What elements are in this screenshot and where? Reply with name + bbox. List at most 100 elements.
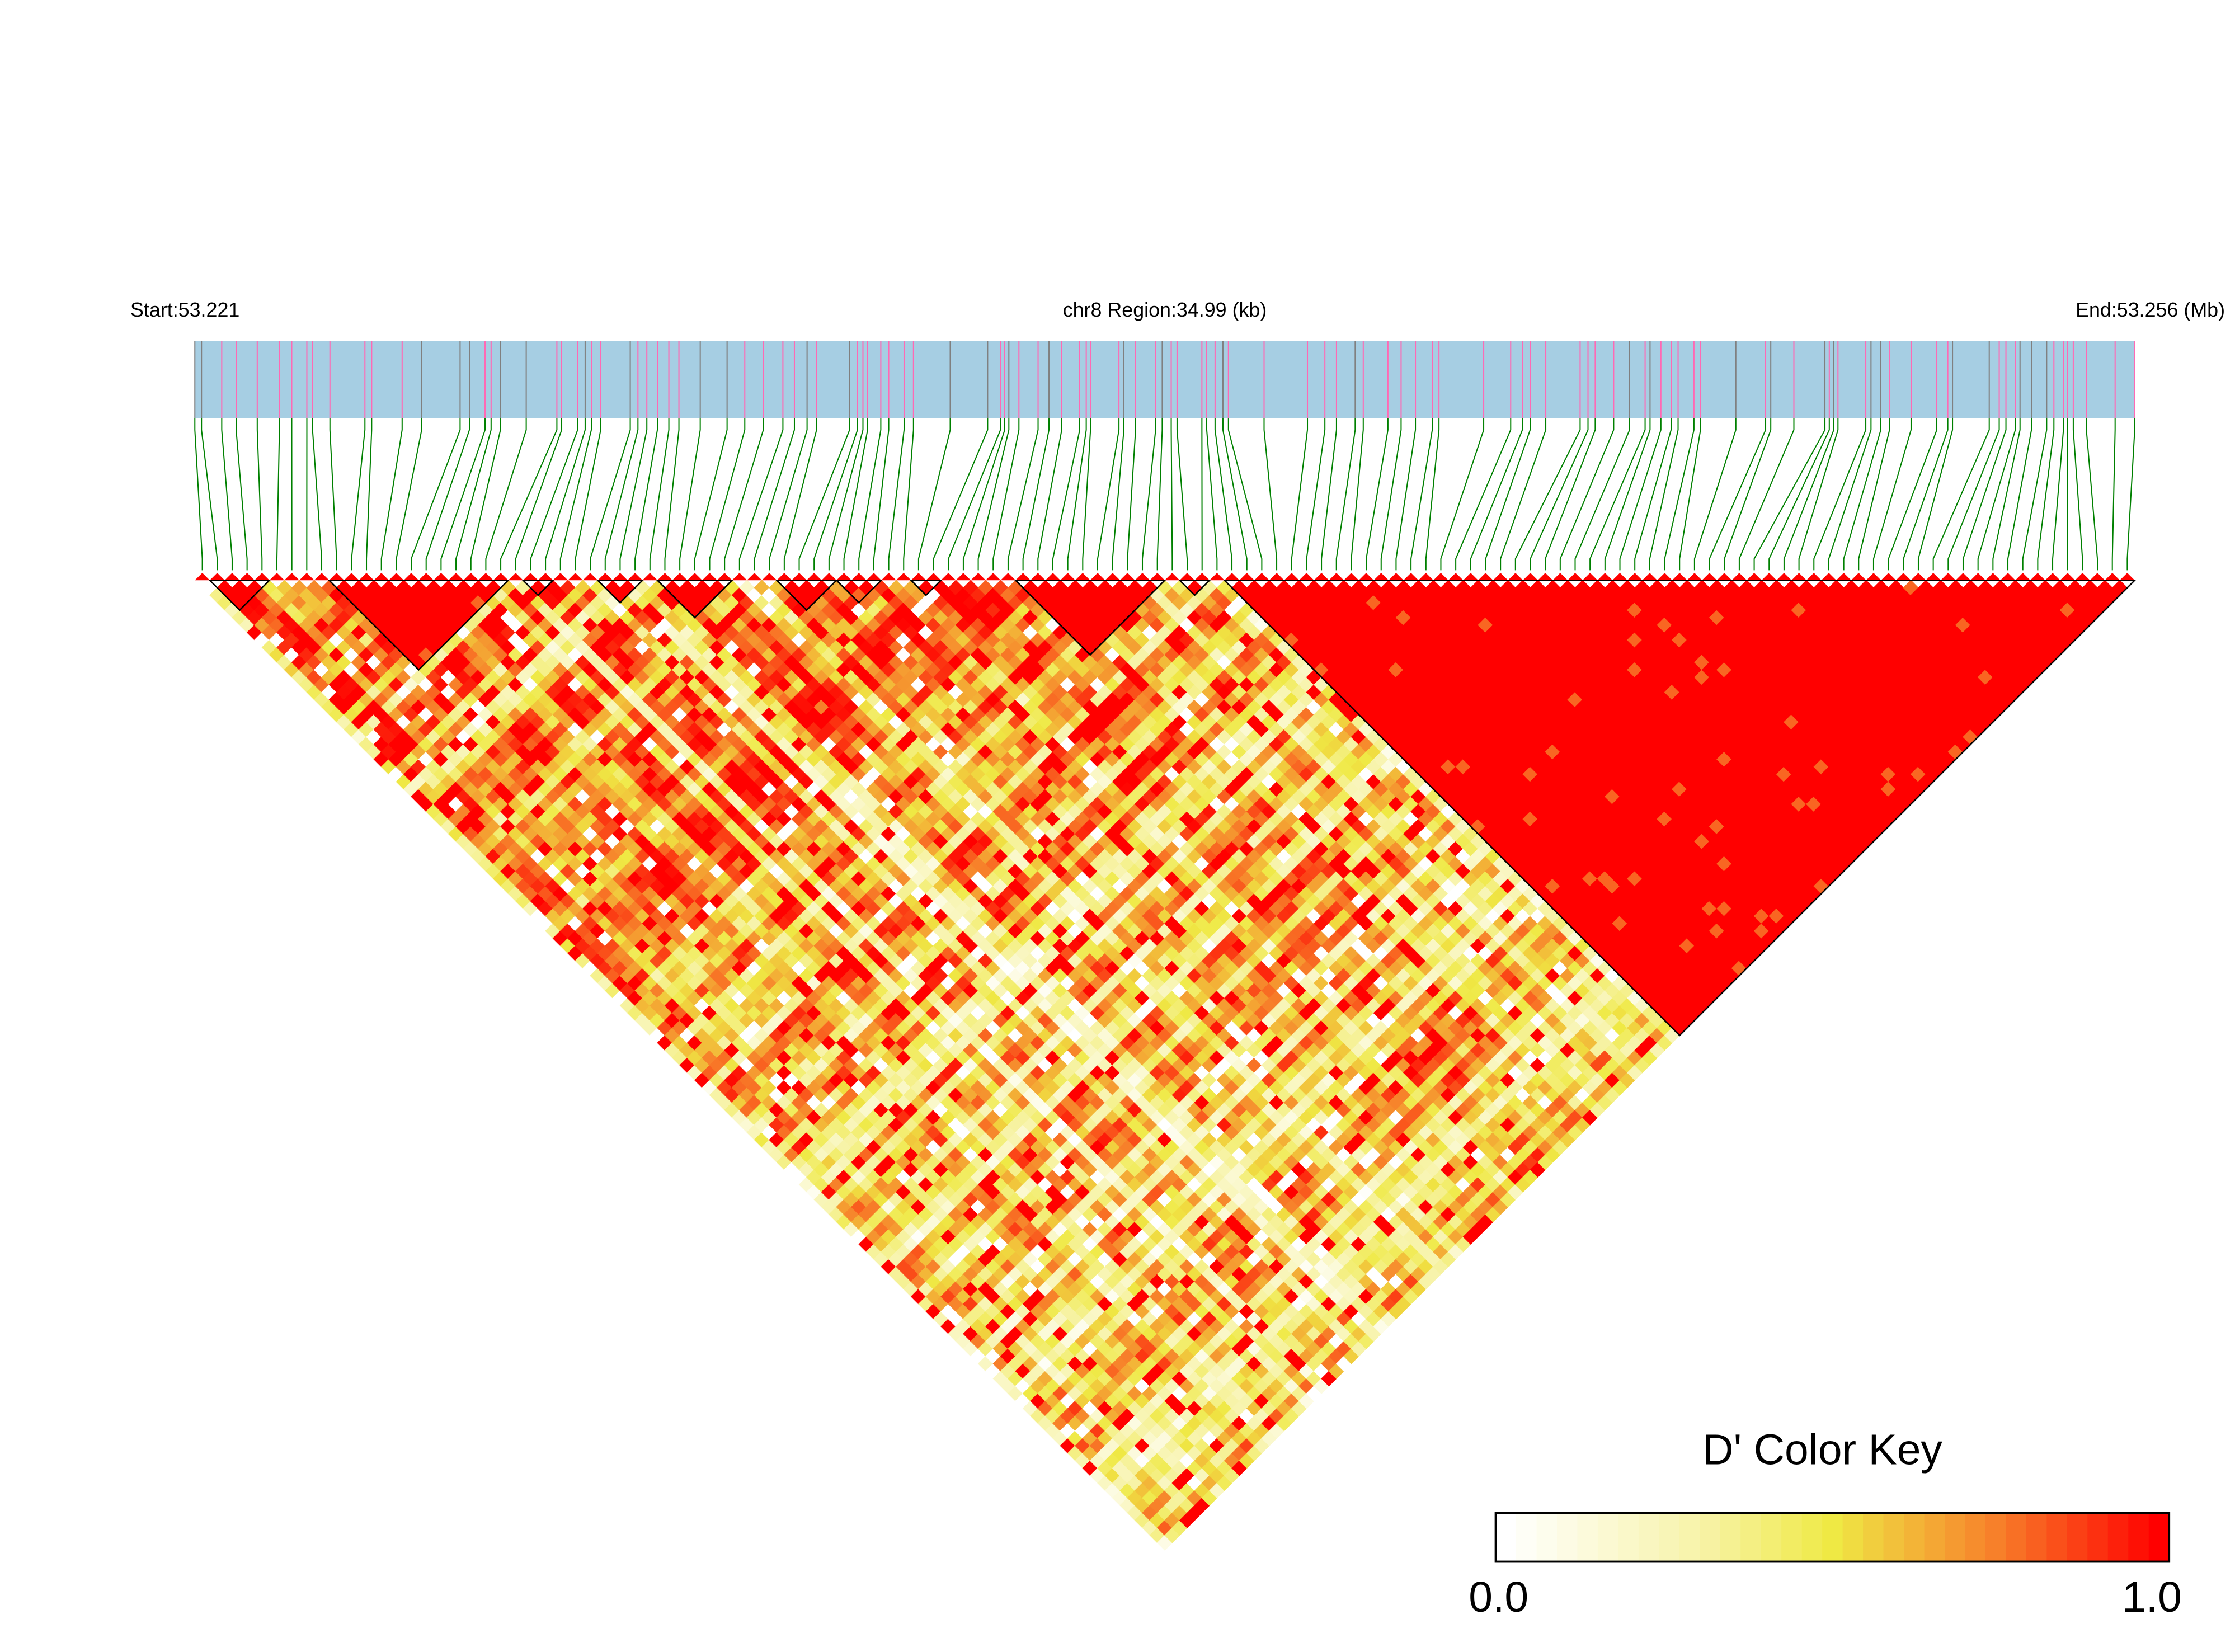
snp-connector-line <box>1206 418 1218 571</box>
snp-connector-line <box>1440 418 1485 571</box>
snp-connector-line <box>559 418 592 571</box>
snp-connector-line <box>1753 418 1826 571</box>
snp-marker <box>493 572 509 581</box>
snp-marker <box>1344 572 1359 581</box>
snp-marker <box>374 572 389 581</box>
ld-cell <box>440 759 457 775</box>
snp-connector-line <box>783 418 817 571</box>
snp-marker <box>1672 572 1687 581</box>
snp-connector-line <box>1858 418 1890 571</box>
ld-cell <box>463 841 479 857</box>
snp-connector-line <box>903 418 914 571</box>
snp-connector-line <box>312 418 323 571</box>
snp-marker <box>403 572 419 581</box>
snp-connector-line <box>1007 418 1039 571</box>
snp-marker <box>1612 572 1627 581</box>
ld-cell <box>313 632 330 648</box>
snp-connector-line <box>604 418 639 571</box>
snp-marker <box>329 572 345 581</box>
snp-connector-line <box>1037 418 1062 571</box>
snp-marker <box>1299 572 1314 581</box>
ld-cell <box>463 736 479 752</box>
snp-connector-line <box>1263 418 1278 571</box>
snp-connectors <box>194 418 2135 571</box>
snp-connector-line <box>1067 418 1087 571</box>
ld-cell <box>336 684 352 700</box>
ld-cell <box>739 997 755 1014</box>
ld-cell <box>440 714 457 730</box>
snp-marker <box>985 572 1001 581</box>
snp-connector-line <box>1082 418 1091 571</box>
start-label: Start:53.221 <box>130 299 239 321</box>
snp-marker <box>1552 572 1568 581</box>
snp-marker <box>523 572 538 581</box>
snp-connector-line <box>1649 418 1679 571</box>
snp-marker <box>2090 572 2105 581</box>
snp-marker <box>1970 572 1986 581</box>
snp-connector-line <box>1222 418 1248 571</box>
ld-cell <box>284 602 300 618</box>
ld-cell <box>507 751 524 768</box>
snp-connector-line <box>2126 418 2135 571</box>
snp-connector-line <box>1335 418 1356 571</box>
snp-marker <box>1821 572 1837 581</box>
snp-marker <box>1568 572 1583 581</box>
snp-connector-line <box>236 418 248 571</box>
snp-connector-line <box>1500 418 1547 571</box>
snp-connector-line <box>1514 418 1581 571</box>
snp-connector-line <box>1738 418 1795 571</box>
snp-connector-line <box>530 418 578 571</box>
snp-connector-line <box>709 418 746 571</box>
snp-connector-line <box>1574 418 1630 571</box>
snp-connector-line <box>1530 418 1589 571</box>
snp-connector-line <box>1022 418 1050 571</box>
snp-marker <box>209 572 225 581</box>
snp-marker <box>1463 572 1479 581</box>
snp-marker <box>1642 572 1658 581</box>
ld-cell <box>739 1087 755 1103</box>
ld-cell <box>739 1072 755 1088</box>
ld-cell <box>463 676 479 693</box>
ld-cell <box>284 632 300 648</box>
snp-connector-line <box>1843 418 1881 571</box>
snp-connector-line <box>545 418 586 571</box>
snp-marker <box>836 572 851 581</box>
ld-cell <box>440 654 457 671</box>
gene-region-bar <box>195 341 2135 418</box>
ld-cell <box>485 759 501 775</box>
snp-connector-line <box>769 418 808 571</box>
snp-connector-line <box>1888 418 1938 571</box>
snp-marker <box>254 572 270 581</box>
ld-cell <box>440 788 457 805</box>
ld-cell <box>336 714 352 730</box>
ld-cell <box>463 691 479 708</box>
snp-connector-line <box>256 418 263 571</box>
snp-connector-line <box>1932 418 1990 571</box>
ld-cell <box>507 841 524 857</box>
ld-cell <box>313 602 330 618</box>
snp-connector-line <box>1679 418 1701 571</box>
snp-marker <box>2045 572 2060 581</box>
snp-marker <box>1791 572 1806 581</box>
snp-marker <box>224 572 240 581</box>
snp-connector-line <box>1141 418 1156 571</box>
snp-connector-line <box>194 418 203 571</box>
snp-marker <box>1000 572 1016 581</box>
ld-cell <box>739 938 755 954</box>
snp-connector-line <box>1903 418 1949 571</box>
snp-marker <box>1119 572 1135 581</box>
snp-marker <box>747 572 762 581</box>
snp-connector-line <box>1798 418 1839 571</box>
ld-cell <box>440 803 457 820</box>
snp-connector-line <box>2072 418 2083 571</box>
snp-connector-line <box>1214 418 1233 571</box>
snp-connector-line <box>1828 418 1872 571</box>
snp-connector-line <box>1917 418 1954 571</box>
ld-cell <box>313 676 330 693</box>
snp-marker <box>2075 572 2090 581</box>
snp-marker <box>956 572 971 581</box>
snp-marker <box>1075 572 1090 581</box>
snp-marker <box>1926 572 1941 581</box>
ld-cell <box>284 617 300 633</box>
